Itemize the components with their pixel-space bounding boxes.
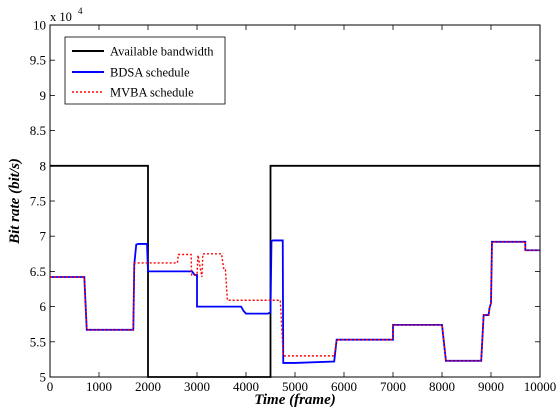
legend-label-bdsa: BDSA schedule [110, 66, 190, 80]
y-tick-label: 5 [40, 370, 47, 385]
y-tick-label: 7.5 [30, 194, 46, 209]
y-tick-label: 6 [40, 299, 47, 314]
y-tick-label: 5.5 [30, 334, 46, 349]
y-tick-label: 8.5 [30, 123, 46, 138]
y-tick-label: 8 [40, 158, 47, 173]
y-tick-label: 6.5 [30, 264, 46, 279]
x-tick-label: 4000 [233, 379, 259, 394]
y-multiplier-base: x 10 [50, 10, 72, 24]
x-tick-label: 6000 [331, 379, 357, 394]
x-tick-label: 5000 [282, 379, 308, 394]
x-tick-label: 8000 [429, 379, 455, 394]
legend: Available bandwidth BDSA schedule MVBA s… [64, 36, 226, 105]
y-tick-label: 9.5 [30, 53, 46, 68]
y-tick-label: 9 [40, 88, 47, 103]
x-tick-label: 0 [47, 379, 54, 394]
series-available-bandwidth-line [50, 164, 540, 378]
legend-label-available-bandwidth: Available bandwidth [110, 45, 214, 59]
x-tick-label: 9000 [478, 379, 504, 394]
x-tick-label: 3000 [184, 379, 210, 394]
y-tick-labels: 5 5.5 6 6.5 7 7.5 8 8.5 9 9.5 10 [30, 18, 47, 385]
x-tick-label: 7000 [380, 379, 406, 394]
x-tick-labels: 0 1000 2000 3000 4000 5000 6000 7000 8000 9000 100… [47, 379, 557, 394]
y-tick-label: 10 [33, 18, 46, 33]
series-layer [50, 164, 540, 378]
series-mvba-line [50, 241, 540, 362]
x-tick-label: 10000 [524, 379, 557, 394]
x-tick-label: 2000 [135, 379, 161, 394]
legend-box [64, 36, 226, 105]
x-axis-title: Time (frame) [254, 392, 336, 408]
y-multiplier-exponent: 4 [78, 6, 83, 16]
x-tick-label: 1000 [86, 379, 112, 394]
y-tick-label: 7 [40, 229, 47, 244]
y-axis-title: Bit rate (bit/s) [7, 158, 23, 245]
legend-label-mvba: MVBA schedule [110, 86, 194, 100]
